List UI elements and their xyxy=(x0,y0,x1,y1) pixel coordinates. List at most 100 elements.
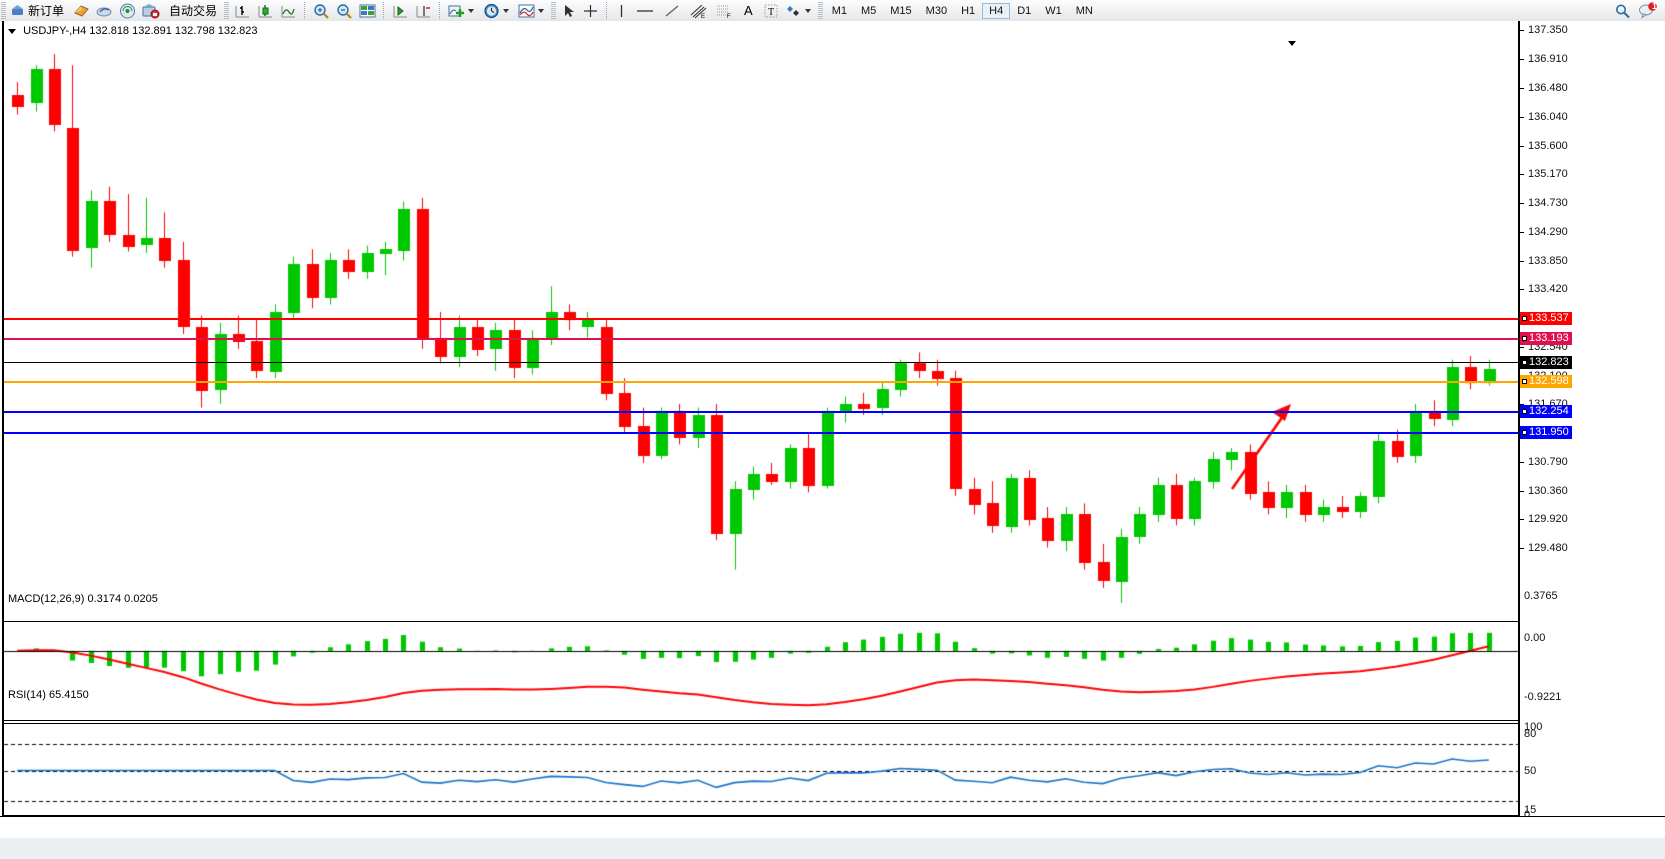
timeframe-h4[interactable]: H4 xyxy=(982,2,1011,19)
zoom-in-icon xyxy=(314,3,329,19)
fibonacci-icon: F xyxy=(717,5,731,19)
publisher-icon xyxy=(74,4,89,17)
toolbar-separator-4 xyxy=(606,2,608,19)
zoom-out-icon xyxy=(337,3,352,19)
shapes-button[interactable] xyxy=(782,0,817,21)
templates-button[interactable] xyxy=(515,0,550,21)
publisher-button[interactable] xyxy=(70,0,93,21)
svg-text:F: F xyxy=(727,14,731,19)
candlestick-chart-button[interactable] xyxy=(254,0,277,21)
current-price-line-tag[interactable]: 132.823 xyxy=(1520,356,1572,369)
market-icon xyxy=(142,3,160,18)
pivot-line-tag[interactable]: 132.598 xyxy=(1520,375,1572,388)
chevron-down-icon-4[interactable] xyxy=(804,8,811,13)
tile-windows-icon xyxy=(359,4,376,17)
alerts-button[interactable]: 1 xyxy=(1635,0,1661,21)
symbol-header: USDJPY-,H4 132.818 132.891 132.798 132.8… xyxy=(8,25,258,37)
svg-text:E: E xyxy=(701,14,705,19)
text-button[interactable]: A xyxy=(737,0,760,21)
trendline-icon xyxy=(665,5,679,16)
horizontal-line-icon xyxy=(637,9,654,12)
resistance-line-2-tag[interactable]: 133.193 xyxy=(1520,332,1572,345)
toolbar-grip-3[interactable] xyxy=(551,2,557,19)
zoom-in-button[interactable] xyxy=(310,0,333,21)
timeframe-w1[interactable]: W1 xyxy=(1045,4,1062,17)
new-order-button[interactable]: 新订单 xyxy=(8,0,70,21)
chart-collapse-icon[interactable] xyxy=(8,28,16,34)
toolbar-grip[interactable] xyxy=(1,2,6,19)
horizontal-line-button[interactable] xyxy=(631,0,659,21)
equidistant-channel-icon: E xyxy=(690,4,707,19)
support-line-1-tag[interactable]: 132.254 xyxy=(1520,405,1572,418)
zoom-out-button[interactable] xyxy=(333,0,356,21)
timeframe-mn[interactable]: MN xyxy=(1075,4,1093,17)
chevron-down-icon[interactable] xyxy=(468,8,475,13)
chevron-down-icon-2[interactable] xyxy=(503,8,510,13)
status-bar xyxy=(0,838,1665,859)
text-label-icon: T xyxy=(764,4,778,18)
toolbar-separator-1 xyxy=(304,2,306,19)
period-button[interactable] xyxy=(480,0,515,21)
svg-text:T: T xyxy=(768,7,774,18)
toolbar-separator-3 xyxy=(439,2,441,19)
tile-windows-button[interactable] xyxy=(356,0,379,21)
bar-chart-button[interactable] xyxy=(231,0,254,21)
cursor-button[interactable] xyxy=(558,0,579,21)
clock-icon xyxy=(484,3,499,18)
autotrading-button[interactable]: 自动交易 xyxy=(163,0,223,21)
support-line-1[interactable] xyxy=(4,411,1518,413)
trendline-button[interactable] xyxy=(659,0,685,21)
text-label-button[interactable]: T xyxy=(760,0,782,21)
chart-canvas[interactable] xyxy=(0,21,1665,838)
symbol-header-text: USDJPY-,H4 132.818 132.891 132.798 132.8… xyxy=(23,25,258,37)
new-order-label: 新订单 xyxy=(28,4,65,18)
vertical-line-icon xyxy=(620,4,623,17)
timeframe-group: M1 M5 M15 M30 H1 H4 D1 W1 MN xyxy=(825,2,1100,19)
search-button[interactable] xyxy=(1611,0,1635,21)
resistance-line-1-tag[interactable]: 133.537 xyxy=(1520,312,1572,325)
auto-scroll-button[interactable] xyxy=(389,0,412,21)
toolbar-grip-2[interactable] xyxy=(224,2,230,19)
timeframe-m5[interactable]: M5 xyxy=(860,4,877,17)
new-order-icon xyxy=(12,4,23,15)
resistance-line-1[interactable] xyxy=(4,318,1518,320)
vertical-line-button[interactable] xyxy=(612,0,631,21)
line-chart-icon xyxy=(281,5,296,17)
signals-icon xyxy=(96,7,112,16)
fibonacci-button[interactable]: F xyxy=(711,0,737,21)
search-icon xyxy=(1616,4,1630,18)
indicators-icon xyxy=(448,5,465,17)
radio-signal-icon xyxy=(120,3,136,18)
chart-shift-button[interactable] xyxy=(412,0,435,21)
shapes-icon xyxy=(786,5,799,16)
pivot-line[interactable] xyxy=(4,381,1518,383)
timeframe-m1[interactable]: M1 xyxy=(831,4,847,17)
radio-button[interactable] xyxy=(116,0,139,21)
market-button[interactable] xyxy=(139,0,163,21)
main-toolbar: 新订单 自动交易 xyxy=(0,0,1665,22)
indicators-button[interactable] xyxy=(445,0,480,21)
text-icon: A xyxy=(744,3,753,18)
support-line-2-tag[interactable]: 131.950 xyxy=(1520,426,1572,439)
resistance-line-2[interactable] xyxy=(4,338,1518,340)
autotrading-label: 自动交易 xyxy=(169,4,218,18)
timeframe-m15[interactable]: M15 xyxy=(890,4,912,17)
chart-area[interactable]: USDJPY-,H4 132.818 132.891 132.798 132.8… xyxy=(0,21,1665,859)
crosshair-button[interactable] xyxy=(579,0,602,21)
rsi-header: RSI(14) 65.4150 xyxy=(8,689,89,701)
signals-button[interactable] xyxy=(93,0,116,21)
support-line-2[interactable] xyxy=(4,432,1518,434)
timeframe-h1[interactable]: H1 xyxy=(961,4,976,17)
timeframe-d1[interactable]: D1 xyxy=(1017,4,1032,17)
chevron-down-icon-3[interactable] xyxy=(538,8,545,13)
crosshair-icon xyxy=(584,4,598,17)
equidistant-channel-button[interactable]: E xyxy=(685,0,711,21)
chart-shift-icon xyxy=(416,5,431,17)
line-chart-button[interactable] xyxy=(277,0,300,21)
current-price-line[interactable] xyxy=(4,362,1518,363)
alerts-icon xyxy=(1639,2,1657,19)
cursor-icon xyxy=(565,4,575,17)
toolbar-grip-4[interactable] xyxy=(817,2,823,19)
candlestick-chart-icon xyxy=(258,4,273,17)
timeframe-m30[interactable]: M30 xyxy=(925,4,948,17)
